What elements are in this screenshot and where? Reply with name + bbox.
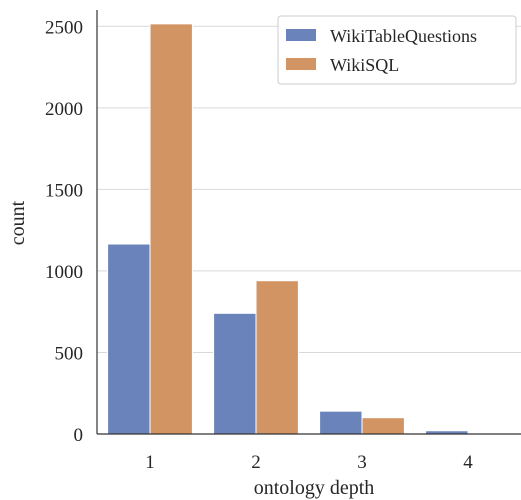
x-axis-label: ontology depth — [254, 477, 375, 499]
bar-wikitablequestions-2 — [213, 312, 257, 435]
y-tick-label: 2500 — [45, 17, 83, 38]
bar-wikisql-3 — [361, 417, 405, 435]
y-tick-label: 500 — [55, 343, 84, 364]
bar-wikisql-1 — [149, 23, 193, 435]
y-tick-label: 0 — [74, 425, 84, 446]
y-tick-label: 1500 — [45, 180, 83, 201]
x-tick-label: 4 — [463, 452, 473, 473]
x-tick-label: 2 — [251, 452, 261, 473]
x-tick-label: 1 — [145, 452, 155, 473]
bar-wikitablequestions-3 — [319, 410, 363, 435]
y-axis-label: count — [7, 200, 29, 245]
legend-box — [277, 15, 517, 85]
legend-label-0: WikiTableQuestions — [330, 26, 477, 46]
legend-swatch-0 — [286, 29, 316, 41]
bar-wikisql-2 — [255, 280, 299, 435]
bars — [107, 23, 469, 435]
legend: WikiTableQuestions WikiSQL — [277, 15, 517, 85]
y-tick-label: 2000 — [45, 99, 83, 120]
legend-swatch-1 — [286, 58, 316, 70]
y-ticks: 0 500 1000 1500 2000 2500 — [45, 17, 83, 446]
x-tick-label: 3 — [357, 452, 367, 473]
legend-label-1: WikiSQL — [330, 55, 399, 75]
y-tick-label: 1000 — [45, 262, 83, 283]
bar-wikitablequestions-1 — [107, 243, 151, 435]
x-ticks: 1 2 3 4 — [145, 452, 473, 473]
